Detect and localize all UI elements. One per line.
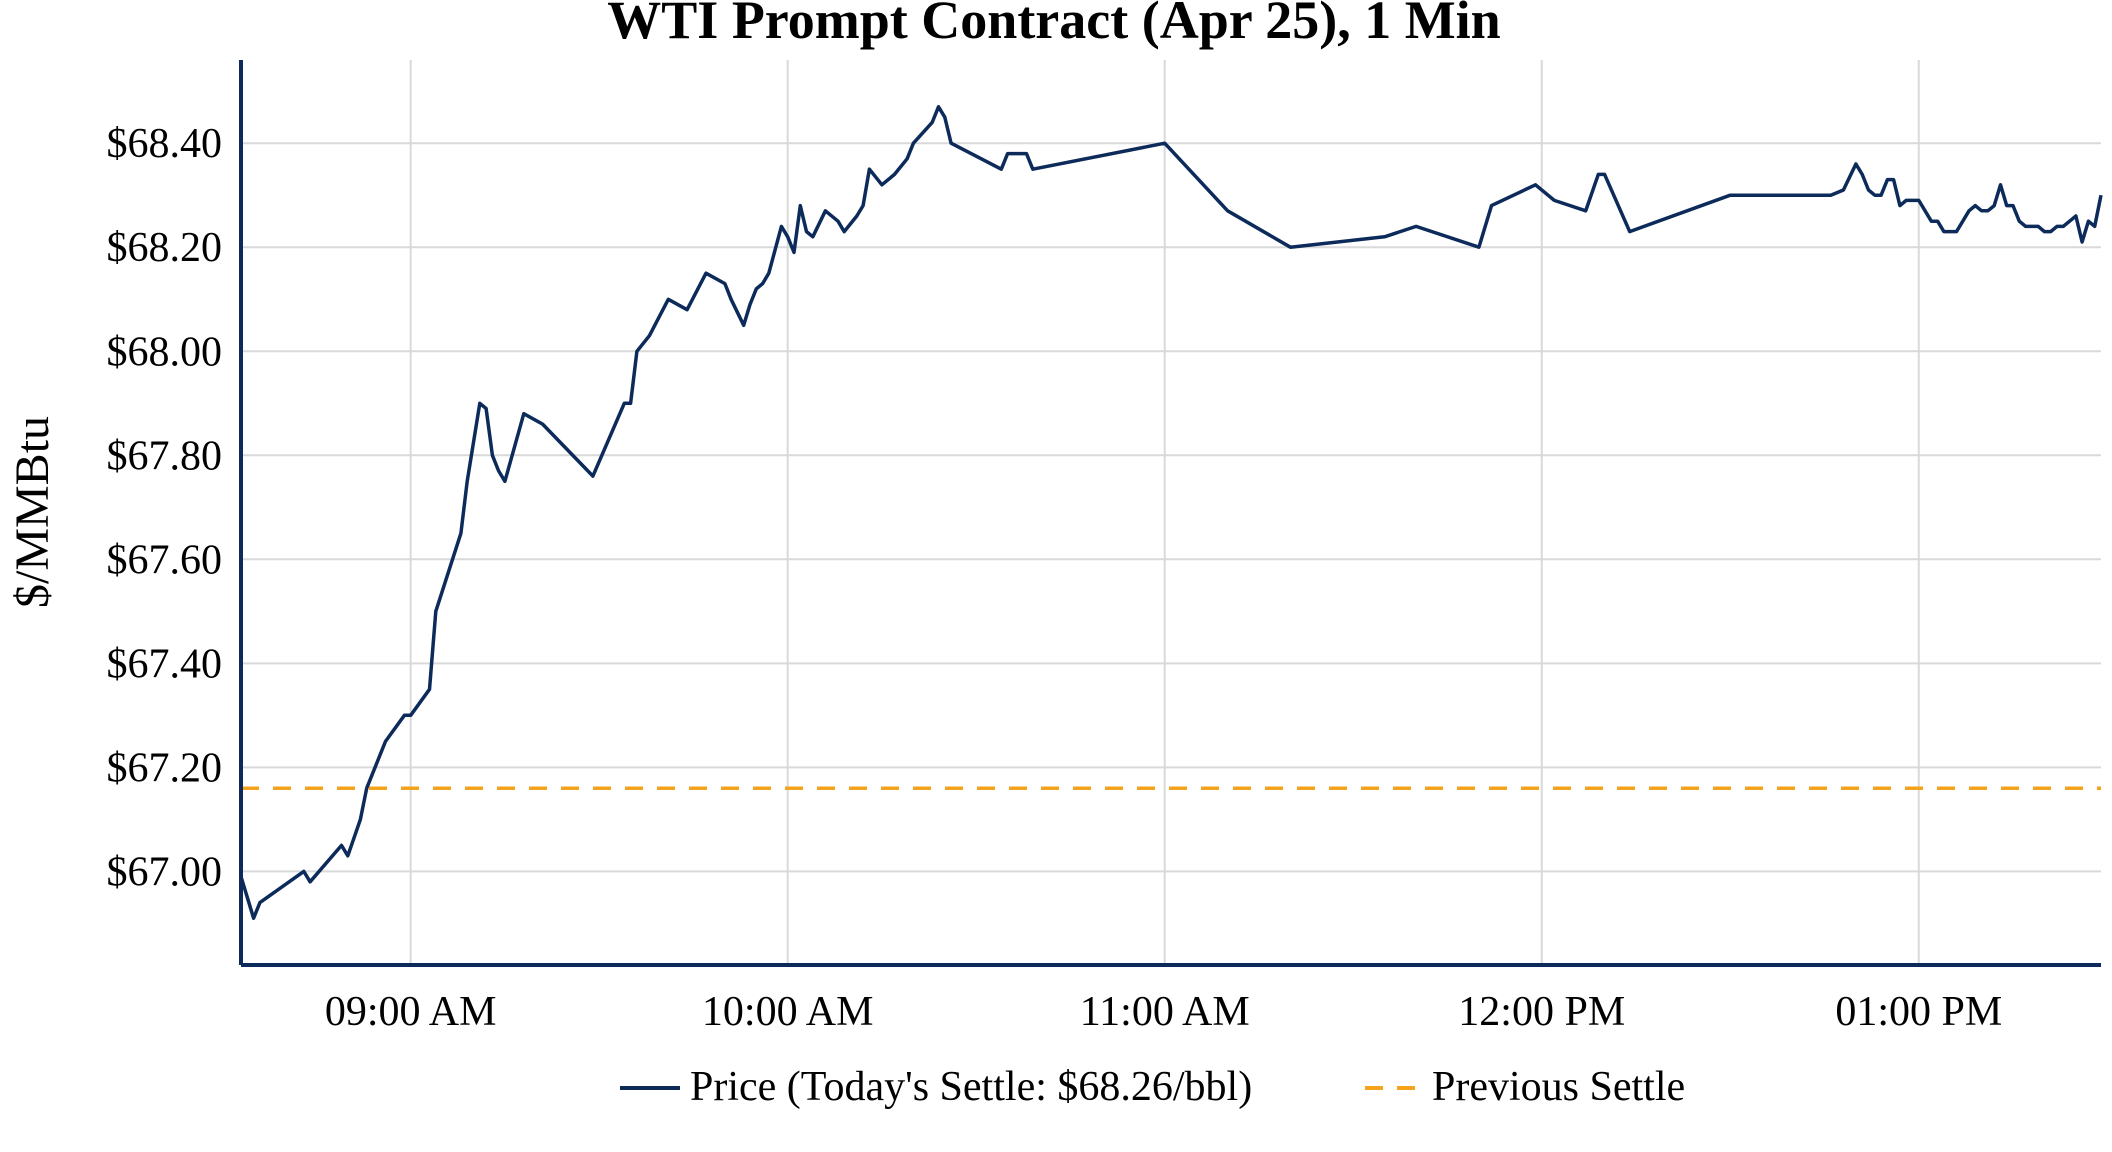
grid-lines [241, 60, 2101, 965]
chart-title: WTI Prompt Contract (Apr 25), 1 Min [607, 0, 1500, 50]
x-tick-label: 01:00 PM [1835, 989, 2002, 1035]
y-tick-label: $67.40 [107, 641, 223, 687]
legend: Price (Today's Settle: $68.26/bbl) Previ… [620, 1064, 1685, 1110]
y-tick-label: $68.00 [107, 329, 223, 375]
x-tick-label: 09:00 AM [325, 989, 497, 1035]
legend-label-price: Price (Today's Settle: $68.26/bbl) [690, 1064, 1252, 1110]
x-tick-label: 11:00 AM [1080, 989, 1250, 1035]
y-tick-label: $68.20 [107, 225, 223, 271]
price-line [239, 105, 2103, 920]
y-tick-labels: $67.00 $67.20 $67.40 $67.60 $67.80 $68.00 $68.… [107, 121, 223, 895]
legend-label-previous-settle: Previous Settle [1432, 1064, 1685, 1110]
y-tick-label: $67.80 [107, 433, 223, 479]
series-lines [239, 105, 2103, 920]
y-tick-label: $67.00 [107, 849, 223, 895]
y-tick-label: $67.20 [107, 745, 223, 791]
axes [239, 60, 2101, 967]
x-tick-label: 12:00 PM [1458, 989, 1625, 1035]
x-tick-label: 10:00 AM [702, 989, 874, 1035]
y-axis-label: $/MMBtu [6, 416, 59, 608]
y-tick-label: $67.60 [107, 537, 223, 583]
x-tick-labels: 09:00 AM 10:00 AM 11:00 AM 12:00 PM 01:00 PM [325, 989, 2002, 1035]
y-tick-label: $68.40 [107, 121, 223, 167]
